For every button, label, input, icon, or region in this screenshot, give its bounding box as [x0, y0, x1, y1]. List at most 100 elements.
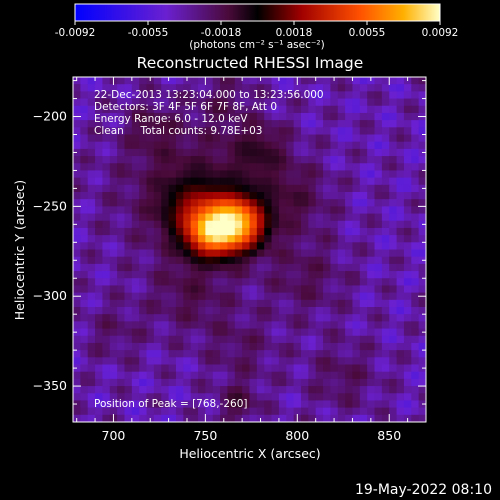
heatmap-cell: [153, 285, 162, 294]
heatmap-cell: [227, 177, 236, 186]
heatmap-cell: [323, 400, 331, 409]
heatmap-cell: [124, 163, 133, 172]
heatmap-cell: [330, 163, 339, 172]
heatmap-cell: [220, 328, 229, 337]
heatmap-cell: [396, 414, 405, 422]
heatmap-cell: [396, 199, 405, 207]
heatmap-cell: [315, 220, 324, 229]
heatmap-cell: [183, 314, 192, 322]
heatmap-cell: [242, 98, 251, 107]
heatmap-cell: [286, 199, 295, 207]
heatmap-cell: [249, 400, 258, 409]
heatmap-cell: [396, 256, 405, 265]
heatmap-cell: [124, 328, 133, 337]
heatmap-cell: [352, 292, 361, 301]
heatmap-cell: [396, 77, 405, 85]
heatmap-cell: [190, 271, 199, 279]
heatmap-cell: [183, 256, 192, 265]
heatmap-cell: [278, 235, 287, 243]
heatmap-cell: [168, 328, 177, 337]
heatmap-cell: [374, 364, 383, 373]
heatmap-cell: [418, 278, 426, 287]
heatmap-cell: [175, 84, 184, 92]
heatmap-cell: [168, 112, 177, 121]
heatmap-cell: [249, 335, 258, 344]
heatmap-cell: [396, 393, 405, 402]
heatmap-cell: [389, 213, 398, 222]
heatmap-cell: [124, 235, 133, 243]
heatmap-cell: [256, 407, 265, 416]
heatmap-cell: [411, 213, 420, 222]
heatmap-cell: [286, 120, 295, 128]
heatmap-cell: [315, 407, 324, 416]
heatmap-cell: [153, 335, 162, 344]
heatmap-cell: [212, 184, 221, 193]
heatmap-cell: [183, 91, 192, 100]
heatmap-cell: [73, 378, 81, 387]
heatmap-cell: [381, 256, 390, 265]
heatmap-cell: [352, 112, 361, 121]
heatmap-cell: [227, 220, 236, 229]
heatmap-cell: [256, 112, 265, 121]
heatmap-cell: [80, 386, 89, 394]
heatmap-cell: [403, 299, 412, 308]
heatmap-cell: [396, 235, 405, 243]
heatmap-cell: [249, 220, 258, 229]
heatmap-cell: [418, 91, 426, 100]
peak-label: Position of Peak = [768,-260]: [94, 398, 248, 410]
heatmap-cell: [337, 98, 346, 107]
heatmap-cell: [87, 170, 96, 179]
heatmap-cell: [271, 357, 280, 366]
heatmap-cell: [73, 91, 81, 100]
heatmap-cell: [345, 220, 354, 229]
heatmap-cell: [396, 314, 405, 322]
heatmap-cell: [271, 184, 280, 193]
heatmap-cell: [293, 321, 302, 330]
heatmap-cell: [198, 256, 206, 265]
heatmap-cell: [308, 263, 317, 272]
heatmap-cell: [124, 91, 133, 100]
heatmap-cell: [315, 271, 324, 279]
heatmap-cell: [153, 98, 162, 107]
heatmap-cell: [198, 342, 206, 351]
heatmap-cell: [80, 242, 89, 251]
heatmap-cell: [293, 292, 302, 301]
heatmap-cell: [95, 206, 104, 215]
heatmap-cell: [293, 112, 302, 121]
heatmap-cell: [80, 206, 89, 215]
heatmap-cell: [337, 371, 346, 380]
heatmap-cell: [293, 120, 302, 128]
heatmap-cell: [345, 307, 354, 315]
heatmap-cell: [396, 184, 405, 193]
heatmap-cell: [198, 278, 206, 287]
heatmap-cell: [227, 350, 236, 358]
heatmap-cell: [227, 249, 236, 258]
heatmap-cell: [131, 328, 140, 337]
heatmap-cell: [286, 170, 295, 179]
heatmap-cell: [286, 249, 295, 258]
heatmap-cell: [242, 378, 251, 387]
heatmap-cell: [131, 407, 140, 416]
heatmap-cell: [153, 242, 162, 251]
heatmap-cell: [87, 148, 96, 157]
heatmap-cell: [242, 263, 251, 272]
heatmap-cell: [109, 141, 118, 150]
heatmap-cell: [352, 263, 361, 272]
heatmap-cell: [117, 249, 126, 258]
heatmap-cell: [330, 227, 339, 236]
heatmap-cell: [271, 192, 280, 200]
heatmap-cell: [95, 77, 104, 85]
heatmap-cell: [352, 256, 361, 265]
heatmap-cell: [249, 141, 258, 150]
heatmap-cell: [264, 271, 273, 279]
heatmap-cell: [374, 278, 383, 287]
heatmap-cell: [418, 321, 426, 330]
heatmap-cell: [367, 148, 376, 157]
heatmap-cell: [175, 371, 184, 380]
heatmap-cell: [418, 350, 426, 358]
heatmap-cell: [396, 357, 405, 366]
heatmap-cell: [102, 321, 111, 330]
heatmap-cell: [345, 213, 354, 222]
heatmap-cell: [286, 342, 295, 351]
heatmap-cell: [249, 127, 258, 136]
